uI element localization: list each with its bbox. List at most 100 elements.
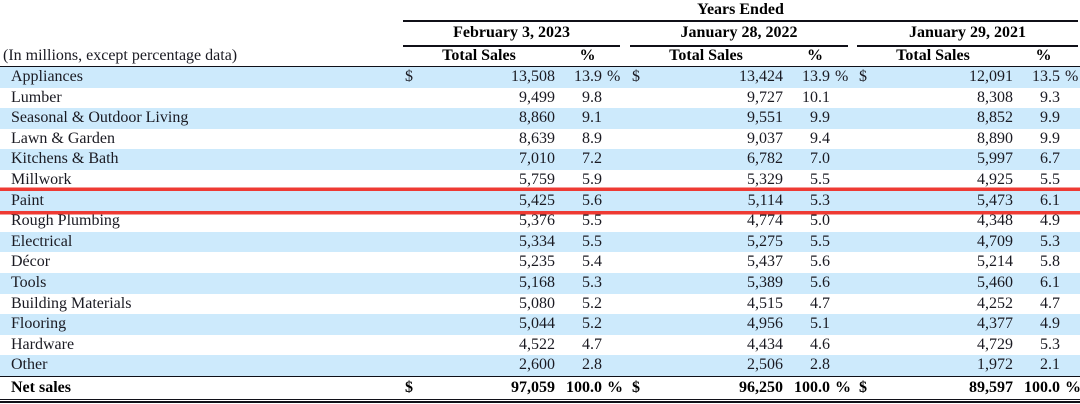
sales-value: 8,890 — [879, 129, 1013, 150]
sales-value: 5,080 — [425, 294, 555, 315]
pct-value: 5.2 — [555, 314, 602, 335]
pct-value: 100.0 — [783, 377, 830, 399]
sales-value: 8,860 — [425, 108, 555, 129]
dollar-sign: $ — [403, 377, 425, 399]
sales-value: 4,956 — [652, 314, 783, 335]
sales-value: 12,091 — [879, 67, 1013, 88]
table-header-columns-row: (In millions, except percentage data) To… — [0, 47, 1080, 67]
pct-value: 9.9 — [1013, 108, 1060, 129]
pct-value: 5.5 — [783, 170, 830, 191]
pct-value: 7.0 — [783, 149, 830, 170]
percent-sign: % — [830, 377, 848, 399]
header-spacer — [0, 0, 403, 22]
pct-value: 5.3 — [783, 191, 830, 212]
table-row-decor: Décor 5,2355.4 5,4375.6 5,2145.8 — [0, 252, 1080, 273]
sales-value: 5,168 — [425, 273, 555, 294]
sales-value: 9,551 — [652, 108, 783, 129]
pct-value: 5.5 — [1013, 170, 1060, 191]
column-gap — [848, 47, 857, 66]
row-label: Lumber — [0, 88, 395, 109]
row-label: Kitchens & Bath — [0, 149, 395, 170]
sales-value: 4,709 — [879, 232, 1013, 253]
percent-sign: % — [1060, 377, 1078, 399]
row-label: Rough Plumbing — [0, 211, 395, 232]
row-label: Millwork — [0, 170, 395, 191]
pct-value: 5.4 — [555, 252, 602, 273]
pct-value: 4.7 — [1013, 294, 1060, 315]
table-row-millwork: Millwork 5,7595.9 5,3295.5 4,9255.5 — [0, 170, 1080, 191]
pct-value: 4.6 — [783, 335, 830, 356]
pct-value: 7.2 — [555, 149, 602, 170]
row-label: Flooring — [0, 314, 395, 335]
sales-value: 4,377 — [879, 314, 1013, 335]
sales-value: 4,925 — [879, 170, 1013, 191]
sales-value: 4,522 — [425, 335, 555, 356]
header-spacer — [395, 47, 403, 66]
pct-value: 5.3 — [1013, 335, 1060, 356]
sales-value: 5,329 — [652, 170, 783, 191]
table-bottom-rule — [0, 399, 1080, 403]
row-label: Lawn & Garden — [0, 129, 395, 150]
percent-sign: % — [1060, 67, 1078, 88]
period-header-2021: January 29, 2021 — [857, 22, 1078, 47]
pct-value: 2.1 — [1013, 355, 1060, 376]
column-group-2022: Total Sales % — [630, 47, 848, 66]
row-label: Building Materials — [0, 294, 395, 315]
pct-value: 5.8 — [1013, 252, 1060, 273]
pct-value: 9.8 — [555, 88, 602, 109]
pct-value: 4.7 — [783, 294, 830, 315]
sales-value: 1,972 — [879, 355, 1013, 376]
pct-value: 4.9 — [1013, 211, 1060, 232]
pct-value: 5.9 — [555, 170, 602, 191]
column-group-2023: Total Sales % — [403, 47, 620, 66]
sales-value: 9,499 — [425, 88, 555, 109]
dollar-sign: $ — [630, 377, 652, 399]
percent-header: % — [555, 47, 620, 66]
pct-value: 5.5 — [555, 211, 602, 232]
table-row-flooring: Flooring 5,0445.2 4,9565.1 4,3774.9 — [0, 314, 1080, 335]
row-label: Seasonal & Outdoor Living — [0, 108, 395, 129]
sales-value: 5,334 — [425, 232, 555, 253]
pct-value: 5.6 — [783, 252, 830, 273]
pct-value: 100.0 — [1013, 377, 1060, 399]
pct-value: 10.1 — [783, 88, 830, 109]
sales-value: 5,275 — [652, 232, 783, 253]
pct-value: 2.8 — [783, 355, 830, 376]
percent-header: % — [782, 47, 848, 66]
sales-value: 5,473 — [879, 191, 1013, 212]
sales-value: 9,037 — [652, 129, 783, 150]
percent-sign: % — [830, 67, 848, 88]
pct-value: 13.9 — [555, 67, 602, 88]
pct-value: 5.3 — [1013, 232, 1060, 253]
sales-value: 5,214 — [879, 252, 1013, 273]
table-row-seasonal-outdoor-living: Seasonal & Outdoor Living 8,8609.1 9,551… — [0, 108, 1080, 129]
dollar-sign: $ — [403, 67, 425, 88]
table-row-lumber: Lumber 9,4999.8 9,72710.1 8,3089.3 — [0, 88, 1080, 109]
table-header-years-ended-row: Years Ended — [0, 0, 1080, 22]
sales-value: 4,515 — [652, 294, 783, 315]
table-row-paint-highlighted: Paint 5,4255.6 5,1145.3 5,4736.1 — [0, 191, 1080, 212]
row-label: Electrical — [0, 232, 395, 253]
header-spacer — [0, 22, 403, 47]
sales-value: 4,434 — [652, 335, 783, 356]
sales-value: 6,782 — [652, 149, 783, 170]
pct-value: 100.0 — [555, 377, 602, 399]
dollar-sign: $ — [857, 67, 879, 88]
sales-value: 9,727 — [652, 88, 783, 109]
sales-by-category-table: Years Ended February 3, 2023 January 28,… — [0, 0, 1080, 404]
sales-value: 5,437 — [652, 252, 783, 273]
pct-value: 9.9 — [1013, 129, 1060, 150]
sales-value: 5,389 — [652, 273, 783, 294]
sales-value: 2,506 — [652, 355, 783, 376]
pct-value: 5.0 — [783, 211, 830, 232]
sales-value: 5,425 — [425, 191, 555, 212]
sales-value: 4,774 — [652, 211, 783, 232]
sales-value: 8,852 — [879, 108, 1013, 129]
period-header-2023: February 3, 2023 — [403, 22, 620, 47]
sales-value: 5,376 — [425, 211, 555, 232]
sales-value: 7,010 — [425, 149, 555, 170]
sales-value: 5,460 — [879, 273, 1013, 294]
pct-value: 9.3 — [1013, 88, 1060, 109]
sales-value: 4,729 — [879, 335, 1013, 356]
row-label: Net sales — [0, 377, 395, 399]
